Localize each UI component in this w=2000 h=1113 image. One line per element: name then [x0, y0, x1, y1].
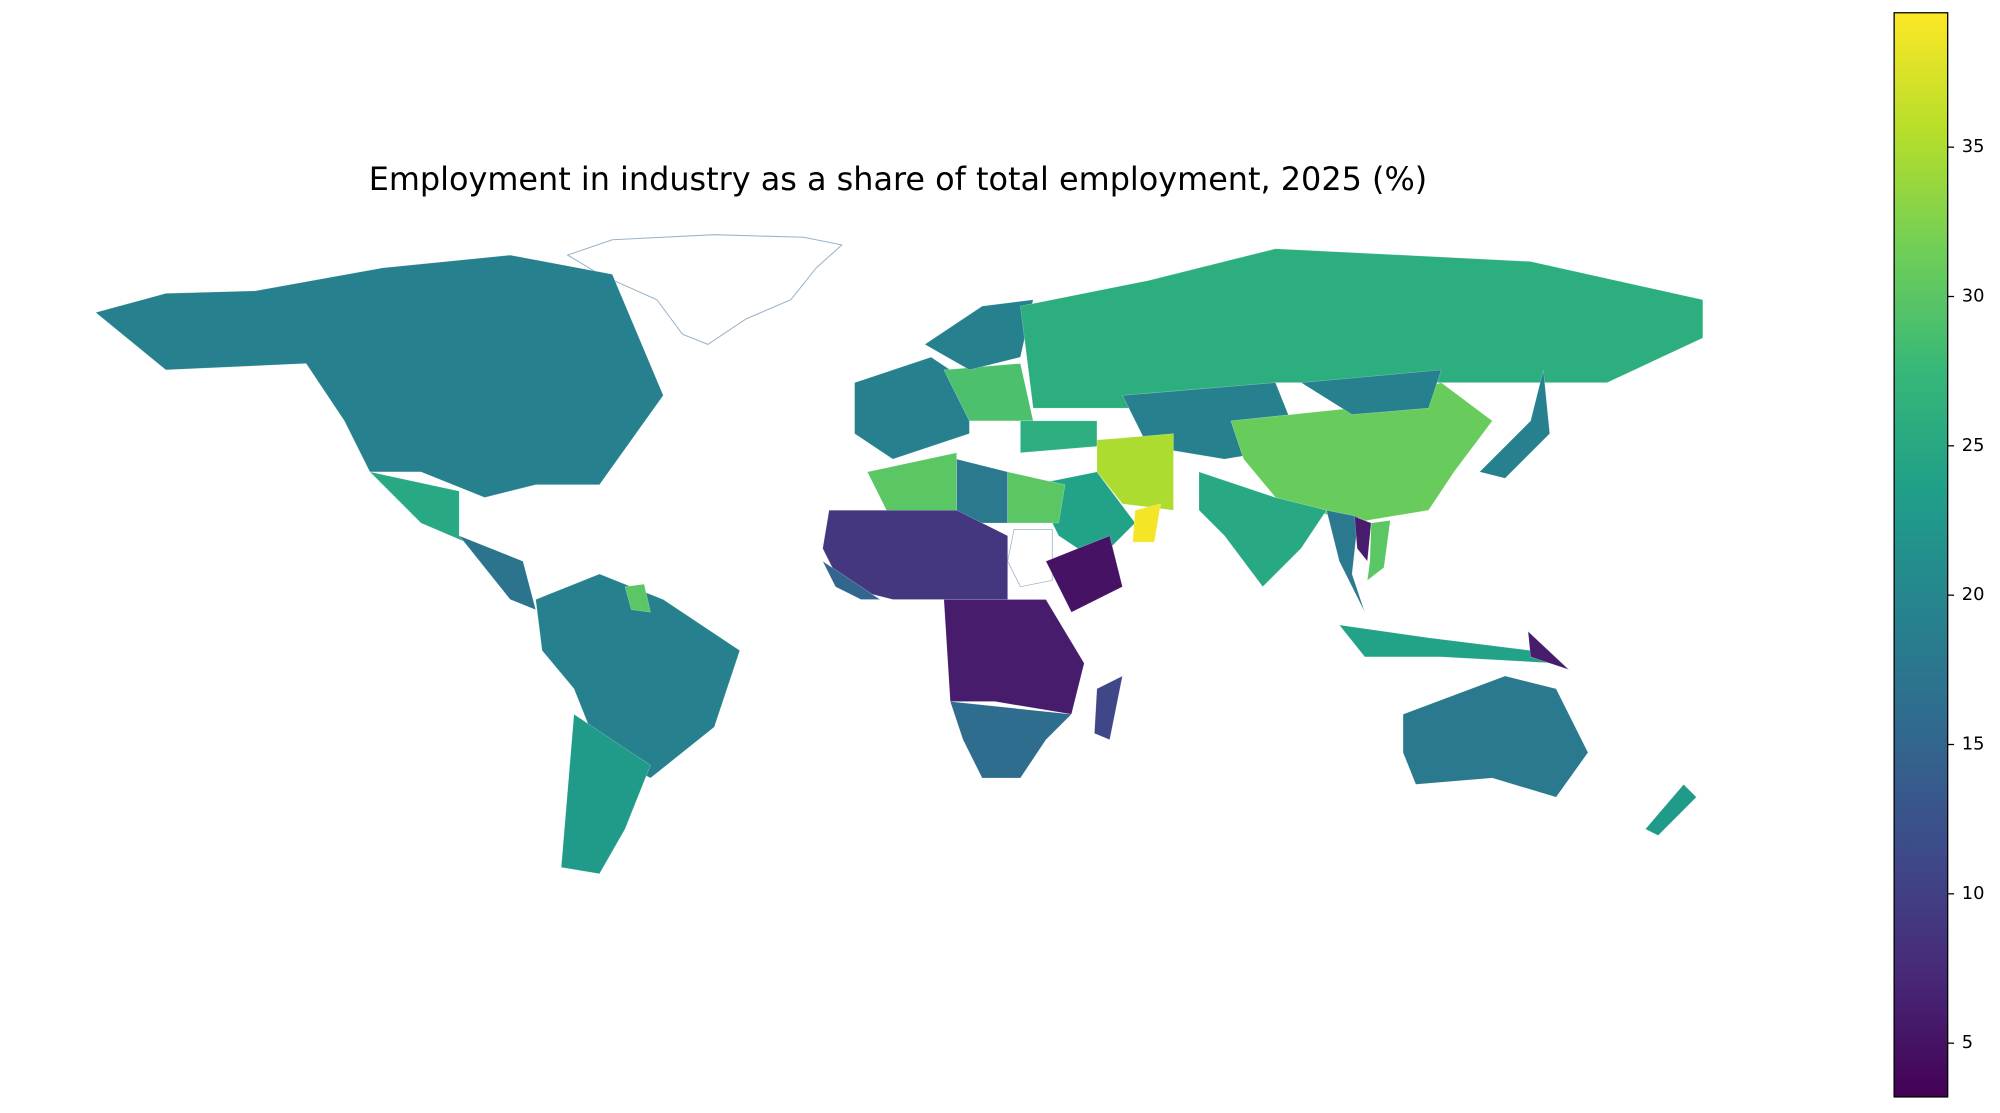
colorbar-tick-label: 15: [1962, 733, 1985, 754]
region: [1367, 520, 1391, 581]
region: [949, 701, 1072, 779]
region: [956, 458, 1008, 524]
region: [1045, 535, 1123, 613]
region: [95, 254, 664, 498]
colorbar-tick-label: 10: [1962, 883, 1985, 904]
colorbar-tick-label: 35: [1962, 136, 1985, 157]
region: [1644, 784, 1697, 836]
colorbar-tick-label: 20: [1962, 584, 1985, 605]
region: [924, 299, 1034, 371]
region: [1527, 630, 1570, 670]
region: [1402, 675, 1589, 798]
no-data-region: [566, 234, 843, 345]
no-data-region: [1007, 528, 1053, 588]
region: [1198, 471, 1327, 588]
region: [943, 599, 1085, 715]
region: [1300, 369, 1442, 415]
region: [624, 583, 651, 613]
region: [1326, 509, 1366, 613]
colorbar: [1893, 12, 1949, 1098]
region: [1338, 624, 1557, 664]
colorbar-tick-label: 30: [1962, 285, 1985, 306]
chart-title: Employment in industry as a share of tot…: [369, 160, 1427, 198]
region: [822, 560, 881, 600]
region: [1007, 471, 1066, 524]
region: [458, 535, 537, 611]
region: [854, 356, 970, 460]
region: [560, 713, 651, 874]
colorbar-tick-label: 25: [1962, 435, 1985, 456]
region: [1479, 369, 1551, 479]
region: [1354, 516, 1372, 562]
region: [1094, 675, 1123, 741]
colorbar-tick-label: 5: [1962, 1032, 1973, 1053]
region: [1020, 420, 1098, 454]
region: [1132, 503, 1162, 543]
regions: [95, 248, 1704, 874]
